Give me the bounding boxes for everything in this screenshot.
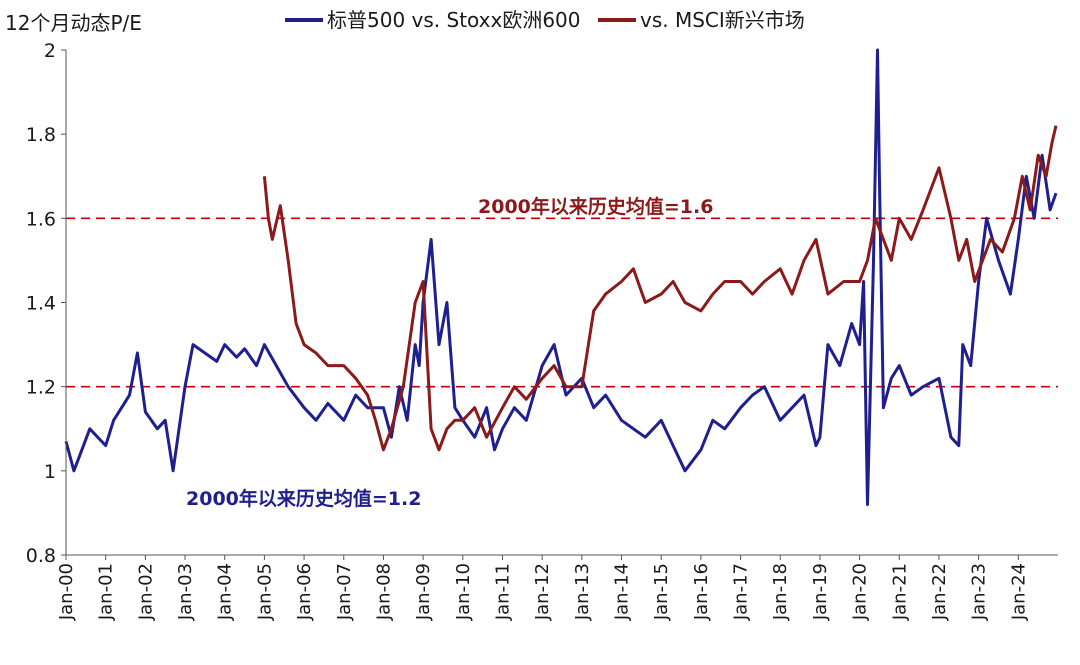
x-tick-label: Jan-04: [215, 563, 236, 621]
legend: 标普500 vs. Stoxx欧洲600 vs. MSCI新兴市场: [285, 8, 805, 32]
y-tick-label: 0.8: [26, 545, 56, 567]
series-line-0: [64, 48, 1058, 506]
x-tick-label: Jan-12: [532, 563, 553, 621]
x-tick-label: Jan-09: [413, 563, 434, 621]
y-axis-ticks: 0.8 1 1.2 1.4 1.6 1.8 2: [26, 40, 66, 567]
y-tick-label: 1.6: [26, 208, 56, 230]
x-tick-label: Jan-08: [373, 563, 394, 621]
y-axis-label: 12个月动态P/E: [5, 11, 142, 35]
reference-lines: [66, 217, 1058, 388]
x-tick-label: Jan-02: [135, 563, 156, 621]
x-tick-label: Jan-07: [334, 563, 355, 621]
x-tick-label: Jan-01: [96, 563, 117, 621]
x-tick-label: Jan-05: [254, 563, 275, 621]
x-tick-label: Jan-23: [969, 563, 990, 621]
x-tick-label: Jan-21: [889, 563, 910, 621]
x-tick-label: Jan-19: [810, 563, 831, 621]
series-lines: [64, 48, 1058, 506]
x-tick-label: Jan-15: [651, 563, 672, 621]
x-tick-label: Jan-16: [691, 563, 712, 621]
y-tick-label: 2: [44, 40, 56, 62]
y-tick-label: 1.4: [26, 293, 56, 315]
x-tick-label: Jan-13: [572, 563, 593, 621]
x-tick-label: Jan-18: [770, 563, 791, 621]
x-tick-label: Jan-06: [294, 563, 315, 621]
ref-label-1.6: 2000年以来历史均值=1.6: [478, 195, 713, 218]
x-tick-label: Jan-03: [175, 563, 196, 621]
y-tick-label: 1.8: [26, 124, 56, 146]
x-tick-label: Jan-10: [453, 563, 474, 621]
x-tick-label: Jan-20: [850, 563, 871, 621]
legend-label-sp500-vs-stoxx: 标普500 vs. Stoxx欧洲600: [327, 8, 581, 32]
y-tick-label: 1.2: [26, 377, 56, 399]
x-axis-ticks: Jan-00 Jan-01 Jan-02 Jan-03 Jan-04 Jan-05 Jan-…: [56, 555, 1029, 621]
x-tick-label: Jan-24: [1008, 563, 1029, 621]
series-line-1: [262, 125, 1058, 452]
x-tick-label: Jan-00: [56, 563, 77, 621]
x-tick-label: Jan-22: [929, 563, 950, 621]
x-tick-label: Jan-14: [612, 563, 633, 621]
legend-label-vs-msci-em: vs. MSCI新兴市场: [640, 8, 805, 32]
ref-label-1.2: 2000年以来历史均值=1.2: [186, 487, 421, 510]
y-tick-label: 1: [44, 461, 56, 483]
x-tick-label: Jan-11: [492, 563, 513, 621]
x-tick-label: Jan-17: [731, 563, 752, 621]
